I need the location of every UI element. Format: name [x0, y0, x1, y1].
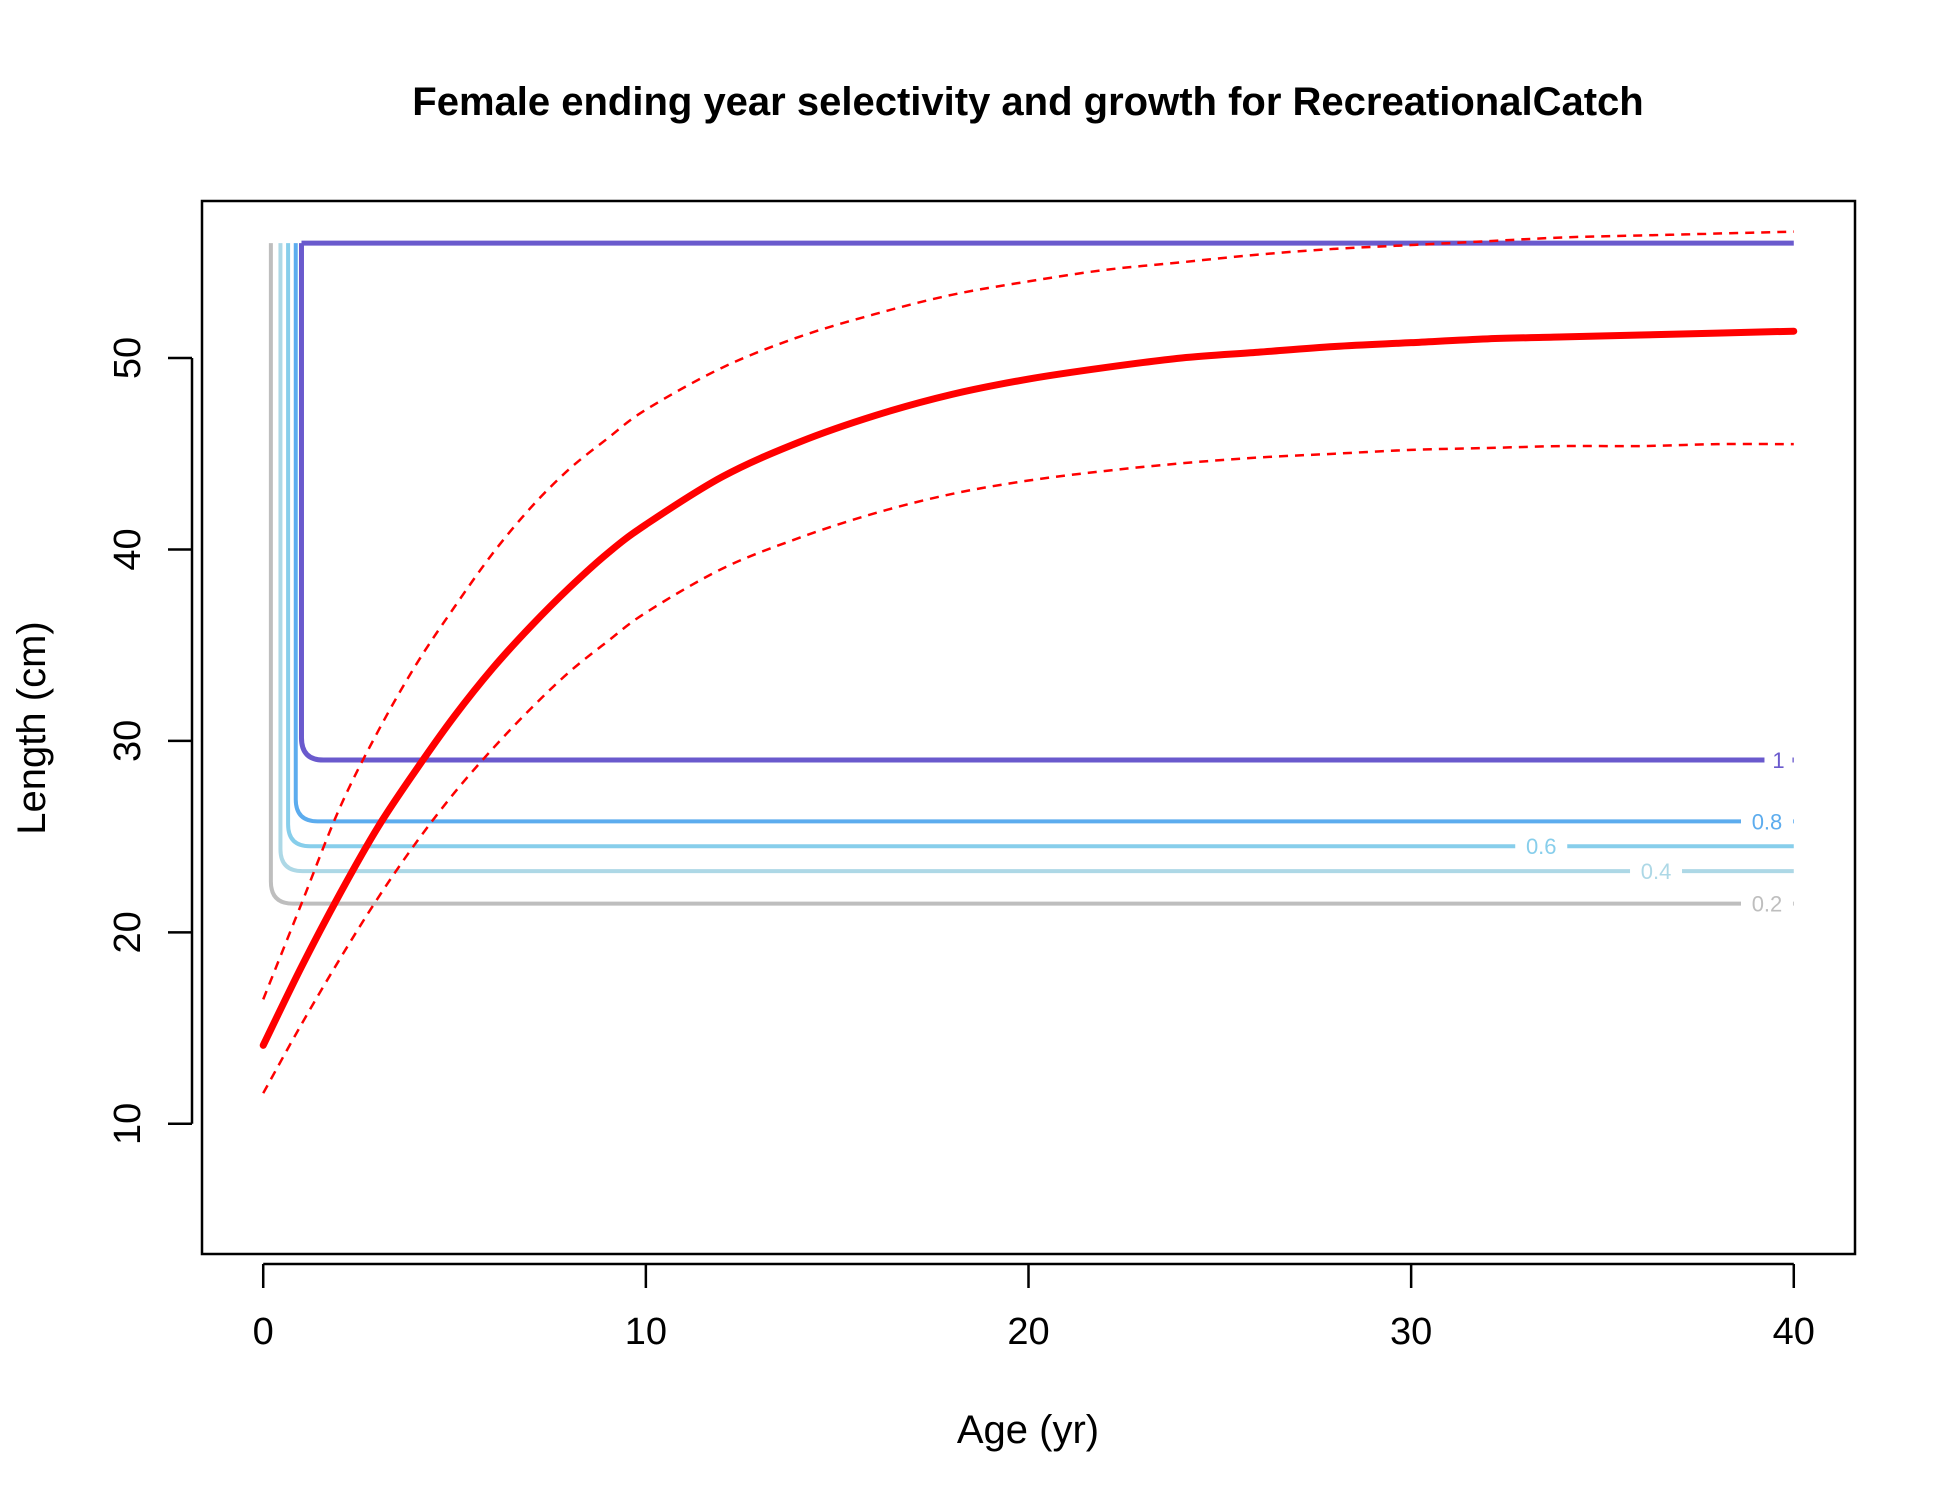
- y-tick-label: 40: [107, 528, 149, 570]
- contour-line-1: [298, 243, 1794, 763]
- x-tick-label: 0: [253, 1311, 274, 1353]
- contour-label-0-6: 0.6: [1526, 834, 1557, 859]
- x-tick-label: 40: [1773, 1311, 1815, 1353]
- growth-lower-ci-line: [262, 442, 1794, 1094]
- x-tick-label: 20: [1007, 1311, 1049, 1353]
- x-tick-label: 30: [1390, 1311, 1432, 1353]
- contour-line-0-4: [278, 243, 1794, 874]
- contour-line-0-2: [268, 243, 1794, 906]
- y-axis-label: Length (cm): [10, 621, 54, 834]
- contour-label-bg: [1764, 746, 1793, 775]
- growth-mean-line: [259, 327, 1798, 1049]
- contour-line-0-8: [293, 243, 1794, 824]
- x-tick-label: 10: [625, 1311, 667, 1353]
- y-tick-label: 50: [107, 337, 149, 379]
- y-tick-label: 20: [107, 911, 149, 953]
- contour-label-bg: [1515, 832, 1568, 861]
- contour-label-bg: [1740, 807, 1793, 836]
- x-axis-label: Age (yr): [957, 1408, 1099, 1452]
- contour-label-bg: [1630, 857, 1683, 886]
- contour-line-0-6: [286, 243, 1794, 849]
- y-axis: 10 20 30 40 50: [107, 337, 194, 1145]
- contour-label-0-8: 0.8: [1752, 809, 1783, 834]
- contour-label-0-4: 0.4: [1641, 859, 1672, 884]
- contour-label-0-2: 0.2: [1752, 892, 1783, 917]
- chart-title: Female ending year selectivity and growt…: [412, 80, 1643, 124]
- contour-label-1: 1: [1772, 748, 1784, 773]
- x-axis: 0 10 20 30 40: [253, 1262, 1815, 1353]
- growth-curves: [259, 230, 1798, 1094]
- selectivity-contours: 0.2 0.4 0.6 0.8 1: [268, 240, 1794, 918]
- contour-label-bg: [1740, 889, 1793, 918]
- plot-frame: [200, 199, 1857, 1256]
- y-tick-label: 10: [107, 1103, 149, 1145]
- growth-upper-ci-line: [262, 230, 1794, 1000]
- y-tick-label: 30: [107, 720, 149, 762]
